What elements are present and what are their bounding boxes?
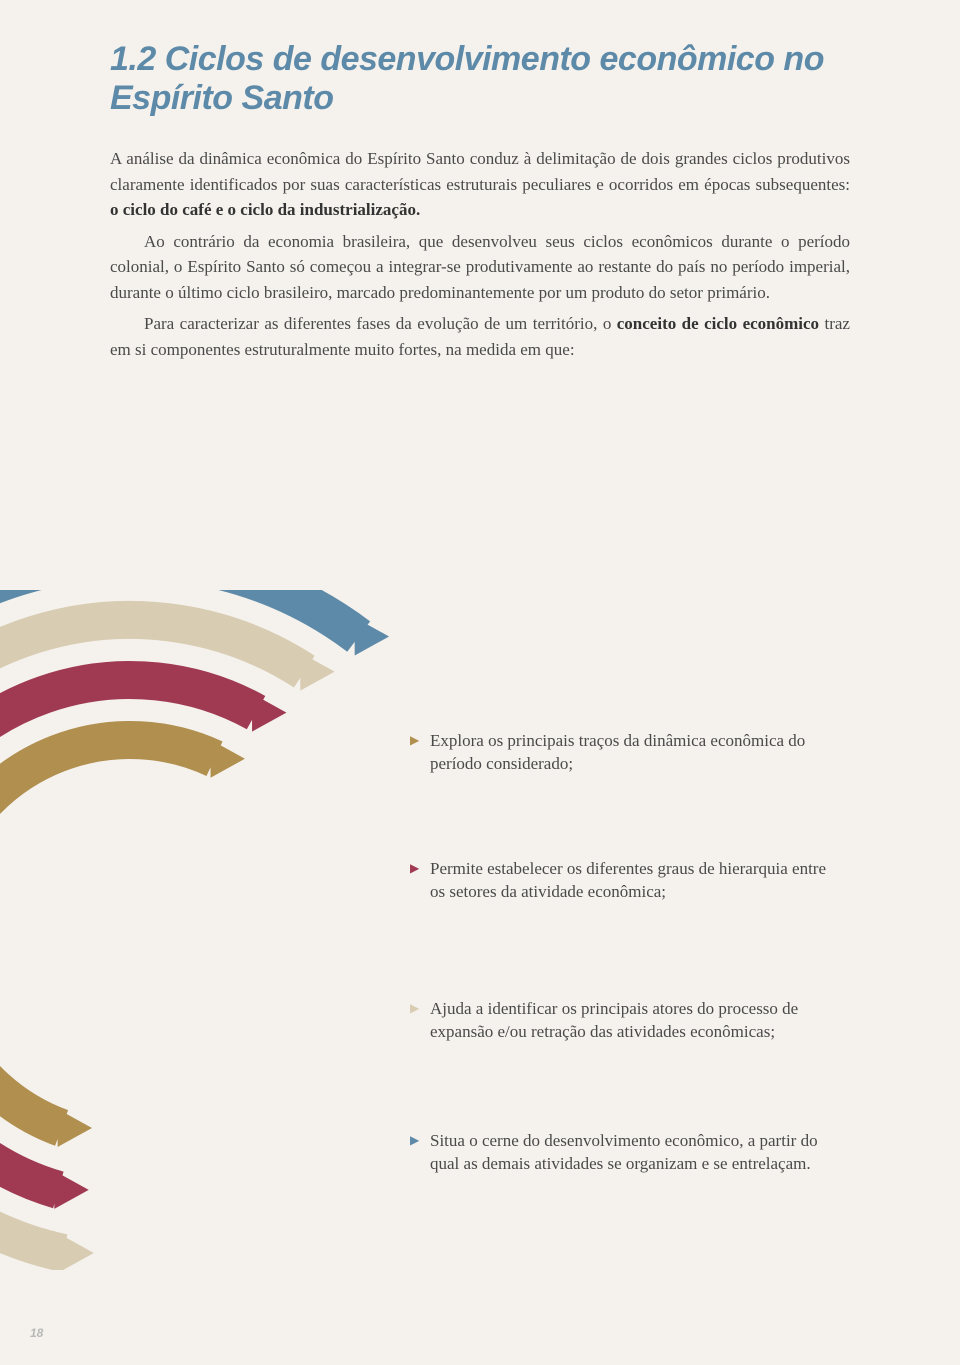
- bullet-item-0: Explora os principais traços da dinâmica…: [410, 730, 840, 776]
- para3-text-bold: conceito de ciclo econômico: [617, 314, 819, 333]
- paragraph-2: Ao contrário da economia brasileira, que…: [110, 229, 850, 306]
- paragraph-3: Para caracterizar as diferentes fases da…: [110, 311, 850, 362]
- para3-text-a: Para caracterizar as diferentes fases da…: [144, 314, 617, 333]
- document-page: 1.2 Ciclos de desenvolvimento econômico …: [0, 0, 960, 1365]
- bullet-item-3: Situa o cerne do desenvolvimento econômi…: [410, 1130, 840, 1176]
- paragraph-1: A análise da dinâmica econômica do Espír…: [110, 146, 850, 223]
- section-heading: 1.2 Ciclos de desenvolvimento econômico …: [110, 40, 850, 118]
- page-number: 18: [30, 1326, 43, 1340]
- bullet-item-1: Permite estabelecer os diferentes graus …: [410, 858, 840, 904]
- para1-text-bold: o ciclo do café e o ciclo da industriali…: [110, 200, 420, 219]
- para1-text-a: A análise da dinâmica econômica do Espír…: [110, 149, 850, 194]
- bullet-item-2: Ajuda a identificar os principais atores…: [410, 998, 840, 1044]
